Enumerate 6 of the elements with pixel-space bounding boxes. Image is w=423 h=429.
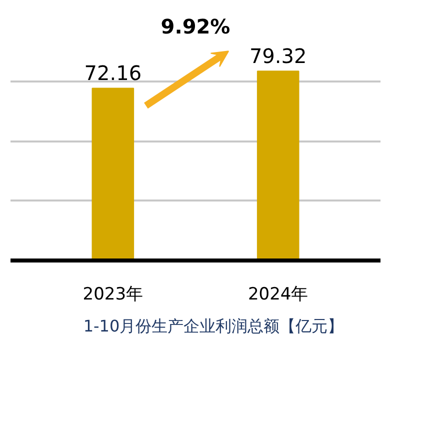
x-tick-label: 2024年	[248, 284, 308, 304]
text: 9.92%	[160, 14, 230, 38]
text: 1-10月份生产企业利润总额【亿元】	[83, 316, 344, 338]
data-label: 72.16	[84, 61, 142, 86]
x-tick-label: 2023年	[82, 284, 144, 304]
data-label: 79.32	[249, 44, 307, 68]
